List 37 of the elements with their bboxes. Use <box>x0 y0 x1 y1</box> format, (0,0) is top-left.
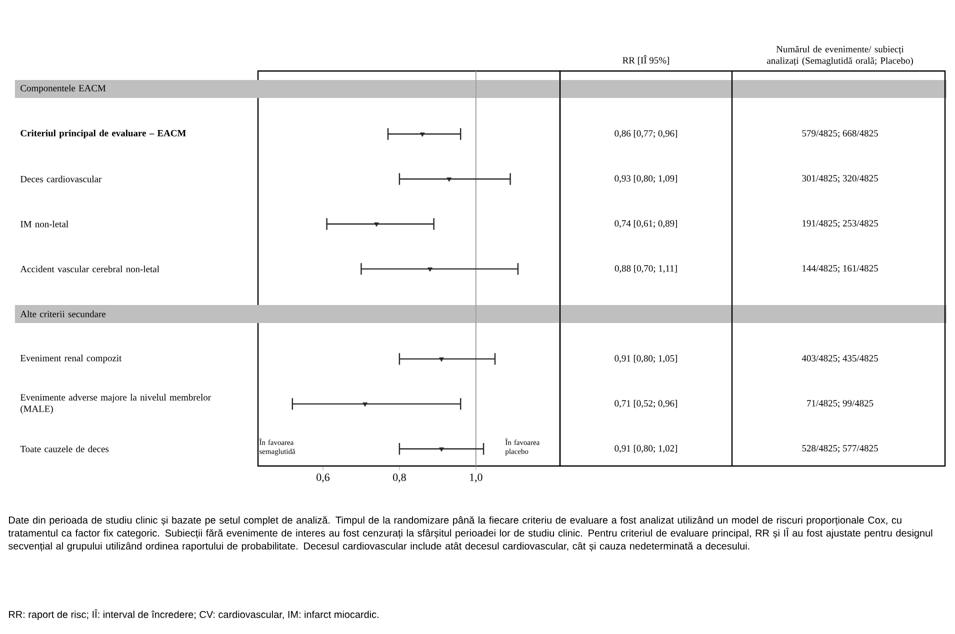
data-label: 0,93 [0,80; 1,09] <box>614 174 677 183</box>
data-label: 0,91 [0,80; 1,05] <box>614 354 677 363</box>
point <box>374 222 379 227</box>
text: 71/4825; 99/4825 <box>807 400 874 408</box>
y-tick-label: Alte criterii secundare <box>20 310 106 318</box>
text: 403/4825; 435/4825 <box>802 355 878 363</box>
x-tick-label: 0,6 <box>316 474 330 483</box>
y-tick-label: IM non-letal <box>20 220 68 228</box>
y-tick-label: Evenimente adverse majore la nivelul membrelor (MALE) <box>20 394 211 414</box>
data-label: 0,74 [0,61; 0,89] <box>614 220 677 228</box>
text: 191/4825; 253/4825 <box>802 220 878 228</box>
point <box>439 357 444 362</box>
x-tick-label: 1,0 <box>470 474 482 483</box>
text: 579/4825; 668/4825 <box>802 130 878 138</box>
y-tick-label: Criteriul principal de evaluare – EACM <box>20 130 186 138</box>
data-label: 0,86 [0,77; 0,96] <box>614 130 677 138</box>
y-tick-label: Eveniment renal compozit <box>20 354 122 364</box>
point <box>420 132 425 137</box>
text: 301/4825; 320/4825 <box>802 175 878 183</box>
point <box>446 177 452 182</box>
data-label: 0,88 [0,70; 1,11] <box>614 264 677 273</box>
point <box>439 447 444 452</box>
text: RR [IÎ 95%] <box>622 55 669 65</box>
data-label: 0,91 [0,80; 1,02] <box>614 444 677 453</box>
text: Numărul de evenimente/ subiecți analizați (Semaglutidă orală; Placebo) <box>767 46 913 66</box>
point <box>362 402 368 407</box>
y-tick-label: Toate cauzele de deces <box>20 446 109 452</box>
text: 144/4825; 161/4825 <box>802 265 878 273</box>
y-tick-label: Accident vascular cerebral non-letal <box>20 266 160 272</box>
text: RR: raport de risc; IÎ: interval de încredere; CV: cardiovascular, IM: infarct miocardic. <box>9 609 378 620</box>
text: Date din perioada de studiu clinic și bazate pe setul complet de analiză. Timpul de la randomizare până la fiecare criteriu de evaluare a fost analizat utilizând un model de riscuri proporționale Cox, cu tratamentul ca factor fix categoric. Subiecții fără evenimente de interes au fost cenzurați la sfârșitul perioadei lor de studiu clinic. Pentru criteriul de evaluare principal, RR și IÎ au fost ajustate pentru designul secvențial al grupului utilizând ordinea raportului de probabilitate. Decesul cardiovascular include atât decesul cardiovascular, cât și cauza nedeterminată a decesului. <box>8 516 932 552</box>
data-label: 0,71 [0,52; 0,96] <box>614 400 677 408</box>
x-tick-label: 0,8 <box>393 474 406 483</box>
point <box>428 267 432 272</box>
y-tick-label: Deces cardiovascular <box>20 176 102 182</box>
text: 528/4825; 577/4825 <box>802 445 878 453</box>
y-tick-label: Componentele EACM <box>20 84 106 94</box>
